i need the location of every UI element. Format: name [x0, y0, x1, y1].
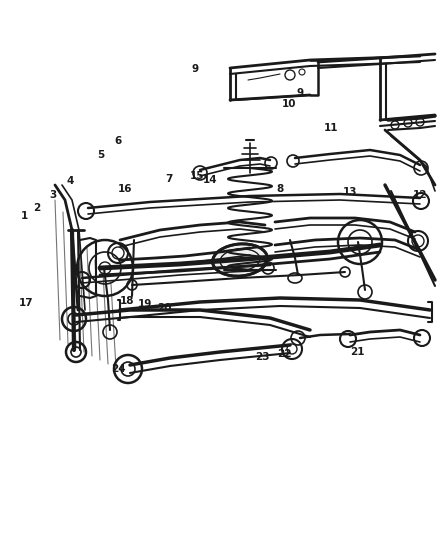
Text: 16: 16	[117, 184, 132, 194]
Text: 9: 9	[191, 64, 198, 74]
Text: 6: 6	[115, 136, 122, 146]
Text: 20: 20	[157, 303, 172, 313]
Text: 17: 17	[19, 298, 34, 308]
Text: 19: 19	[138, 299, 152, 309]
Text: 9: 9	[297, 88, 304, 98]
Text: 23: 23	[255, 352, 270, 362]
Text: 5: 5	[97, 150, 104, 159]
Text: 13: 13	[343, 187, 358, 197]
Ellipse shape	[212, 244, 268, 276]
Text: 21: 21	[350, 347, 364, 357]
Text: 24: 24	[111, 365, 126, 374]
Text: 14: 14	[203, 175, 218, 185]
Text: 2: 2	[34, 203, 41, 213]
Text: 1: 1	[21, 211, 28, 221]
Text: 10: 10	[282, 99, 297, 109]
Text: 3: 3	[49, 190, 56, 199]
Text: 15: 15	[190, 171, 205, 181]
Text: 22: 22	[277, 350, 292, 359]
Text: 4: 4	[67, 176, 74, 186]
Text: 18: 18	[120, 296, 134, 306]
Text: 7: 7	[165, 174, 172, 183]
Text: 8: 8	[277, 184, 284, 194]
Text: 12: 12	[413, 190, 428, 199]
Text: 11: 11	[323, 123, 338, 133]
